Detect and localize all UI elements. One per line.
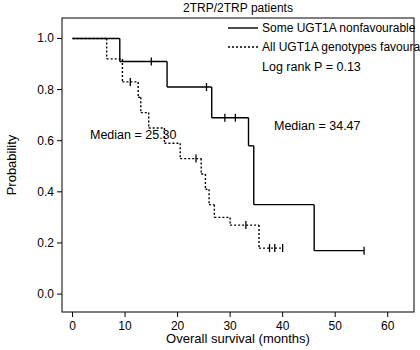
survival-step [212, 117, 249, 118]
x-tick-label: 0 [69, 319, 76, 333]
x-tick [282, 312, 283, 317]
title: 2TRP/2TRP patients [183, 1, 293, 15]
x-tick [335, 312, 336, 317]
annotation: Log rank P = 0.13 [262, 60, 361, 74]
y-tick-label: 0.2 [37, 236, 54, 250]
censor-mark [245, 221, 246, 229]
legend-label: All UGT1A genotypes favourable [262, 40, 420, 54]
x-tick-label: 10 [118, 319, 132, 333]
y-tick [57, 140, 62, 141]
survival-step [141, 112, 149, 113]
x-tick [72, 312, 73, 317]
survival-drop [137, 82, 138, 97]
survival-step [107, 58, 123, 59]
y-tick-label: 0.6 [37, 134, 54, 148]
survival-drop [258, 225, 259, 248]
survival-drop [148, 113, 149, 128]
survival-drop [180, 143, 181, 158]
annotation: Median = 25.30 [90, 128, 177, 142]
survival-step [167, 86, 212, 87]
survival-step [120, 61, 167, 62]
x-tick [125, 312, 126, 317]
x-axis-label: Overall survival (months) [166, 331, 310, 346]
y-tick [57, 38, 62, 39]
legend-swatch [228, 27, 258, 28]
censor-mark [274, 244, 275, 252]
y-tick [57, 242, 62, 243]
survival-drop [201, 159, 202, 174]
x-tick [230, 312, 231, 317]
y-tick-label: 0.8 [37, 83, 54, 97]
survival-drop [106, 38, 107, 58]
legend-swatch [228, 46, 258, 47]
legend: Some UGT1A nonfavourable All UGT1A genoty… [228, 21, 420, 54]
censor-mark [282, 244, 283, 252]
survival-drop [248, 118, 249, 146]
x-tick-label: 60 [381, 319, 395, 333]
y-tick [57, 294, 62, 295]
censor-mark [363, 247, 364, 255]
survival-step [249, 145, 254, 146]
y-tick [57, 191, 62, 192]
marks [73, 38, 365, 254]
censor-mark [269, 244, 270, 252]
x-tick-label: 50 [329, 319, 343, 333]
survival-step [209, 204, 214, 205]
survival-step [314, 250, 364, 251]
survival-drop [211, 87, 212, 118]
survival-drop [140, 97, 141, 112]
survival-step [259, 247, 283, 248]
legend-label: Some UGT1A nonfavourable [262, 21, 416, 35]
survival-step [180, 158, 201, 159]
survival-drop [214, 205, 215, 218]
survival-step [73, 38, 107, 39]
survival-step [254, 204, 314, 205]
x-tick [387, 312, 388, 317]
survival-drop [205, 174, 206, 189]
chart-svg: 2TRP/2TRP patients01020304050600.00.20.4… [0, 0, 420, 350]
x-tick [177, 312, 178, 317]
y-tick-label: 0.0 [37, 287, 54, 301]
censor-mark [130, 78, 131, 86]
survival-drop [166, 61, 167, 87]
survival-drop [229, 217, 230, 225]
survival-step [73, 38, 120, 39]
y-tick-label: 0.4 [37, 185, 54, 199]
survival-drop [253, 146, 254, 205]
censor-mark [224, 114, 225, 122]
censor-mark [235, 114, 236, 122]
y-axis-label: Probability [4, 134, 19, 195]
survival-drop [313, 205, 314, 251]
censor-mark [206, 83, 207, 91]
survival-step [230, 224, 259, 225]
survival-drop [119, 38, 120, 61]
survival-drop [208, 189, 209, 204]
y-tick [57, 89, 62, 90]
survival-step [214, 217, 230, 218]
annotation: Median = 34.47 [274, 119, 361, 133]
y-tick-label: 1.0 [37, 31, 54, 45]
plot-frame [62, 18, 414, 312]
censor-mark [195, 155, 196, 163]
censor-mark [151, 57, 152, 65]
survival-step [164, 143, 180, 144]
survival-drop [122, 59, 123, 82]
